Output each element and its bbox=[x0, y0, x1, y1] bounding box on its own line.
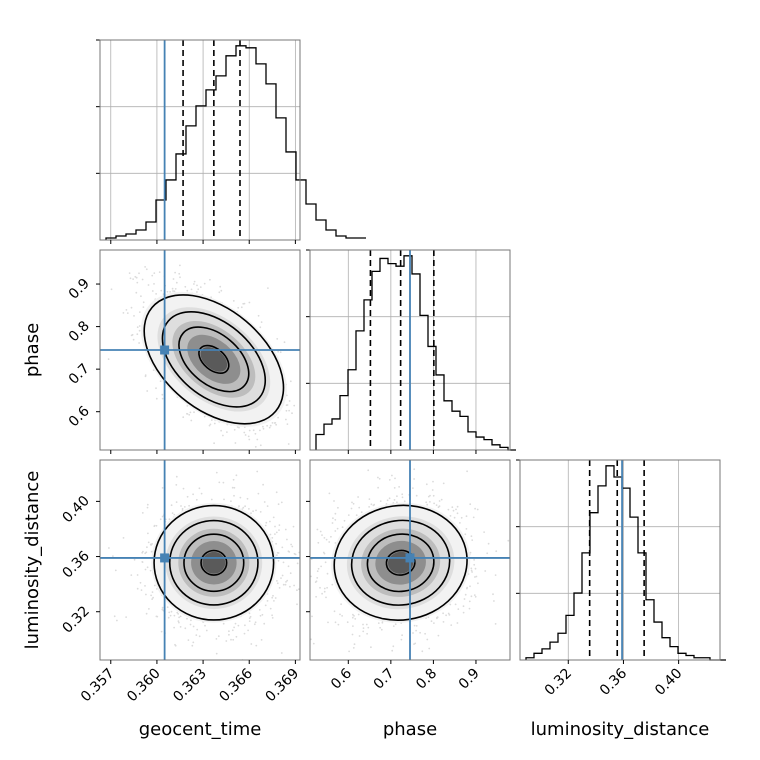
scatter-frame bbox=[99, 249, 301, 451]
x-tick-label-geocent_time: 0.363 bbox=[170, 666, 210, 706]
contour-line-0 bbox=[153, 504, 275, 621]
hist-step-phase bbox=[315, 255, 516, 451]
x-tick-label-phase: 0.9 bbox=[456, 666, 483, 693]
panel-content bbox=[100, 460, 300, 660]
contour-line-0 bbox=[333, 504, 468, 621]
contour-line-3 bbox=[200, 549, 228, 576]
y-tick-label-phase: 0.8 bbox=[66, 318, 93, 345]
y-axis-label-luminosity_distance: luminosity_distance bbox=[22, 471, 43, 650]
x-tick-label-phase: 0.8 bbox=[413, 666, 440, 693]
contour-line-1 bbox=[161, 310, 267, 408]
y-tick-label-luminosity_distance: 0.40 bbox=[59, 493, 92, 526]
contour-line-2 bbox=[183, 533, 245, 593]
hist-frame-geocent_time bbox=[99, 39, 301, 241]
y-tick-label-phase: 0.9 bbox=[66, 276, 93, 303]
contour-line-2 bbox=[178, 326, 250, 393]
scatter-panel-luminosity_distance-vs-geocent_time bbox=[96, 459, 301, 664]
contour-line-1 bbox=[350, 519, 451, 606]
truth-marker bbox=[405, 553, 415, 563]
hist-frame-phase bbox=[309, 249, 511, 451]
x-axis-label-geocent_time: geocent_time bbox=[139, 719, 262, 740]
x-axis-label-phase: phase bbox=[383, 719, 437, 740]
hist-panel-geocent_time bbox=[96, 39, 366, 244]
y-axis-label-phase: phase bbox=[22, 323, 43, 377]
x-tick-label-luminosity_distance: 0.40 bbox=[652, 666, 685, 699]
scatter-panel-luminosity_distance-vs-phase bbox=[306, 459, 511, 664]
y-tick-label-luminosity_distance: 0.36 bbox=[59, 548, 92, 581]
x-tick-label-phase: 0.6 bbox=[328, 665, 355, 692]
contour-line-0 bbox=[143, 294, 285, 425]
density-level-4 bbox=[202, 551, 226, 574]
contour-line-1 bbox=[168, 519, 259, 606]
y-tick-label-phase: 0.6 bbox=[66, 403, 93, 430]
x-tick-label-luminosity_distance: 0.32 bbox=[542, 666, 575, 699]
panel-content bbox=[310, 460, 510, 660]
x-tick-label-phase: 0.7 bbox=[371, 666, 398, 693]
x-tick-label-geocent_time: 0.369 bbox=[263, 666, 303, 706]
scatter-frame bbox=[309, 459, 511, 661]
hist-step-geocent_time bbox=[105, 45, 366, 240]
contour-line-3 bbox=[198, 344, 230, 374]
hist-frame-luminosity_distance bbox=[519, 459, 721, 661]
panel-content bbox=[100, 250, 300, 450]
scatter-panel-phase-vs-geocent_time bbox=[96, 249, 301, 454]
x-axis-label-luminosity_distance: luminosity_distance bbox=[531, 719, 710, 740]
x-tick-label-geocent_time: 0.366 bbox=[216, 665, 256, 705]
x-tick-label-geocent_time: 0.360 bbox=[124, 666, 164, 706]
x-tick-label-luminosity_distance: 0.36 bbox=[597, 665, 630, 698]
truth-marker bbox=[160, 553, 170, 563]
y-tick-label-phase: 0.7 bbox=[66, 361, 93, 388]
y-tick-label-luminosity_distance: 0.32 bbox=[59, 603, 92, 636]
hist-step-luminosity_distance bbox=[525, 465, 726, 661]
x-tick-label-geocent_time: 0.357 bbox=[78, 666, 118, 706]
density-level-4 bbox=[200, 347, 228, 372]
hist-panel-phase bbox=[306, 249, 516, 454]
hist-panel-luminosity_distance bbox=[516, 459, 726, 664]
truth-marker bbox=[160, 345, 170, 355]
scatter-frame bbox=[99, 459, 301, 661]
contour-line-3 bbox=[385, 549, 416, 576]
